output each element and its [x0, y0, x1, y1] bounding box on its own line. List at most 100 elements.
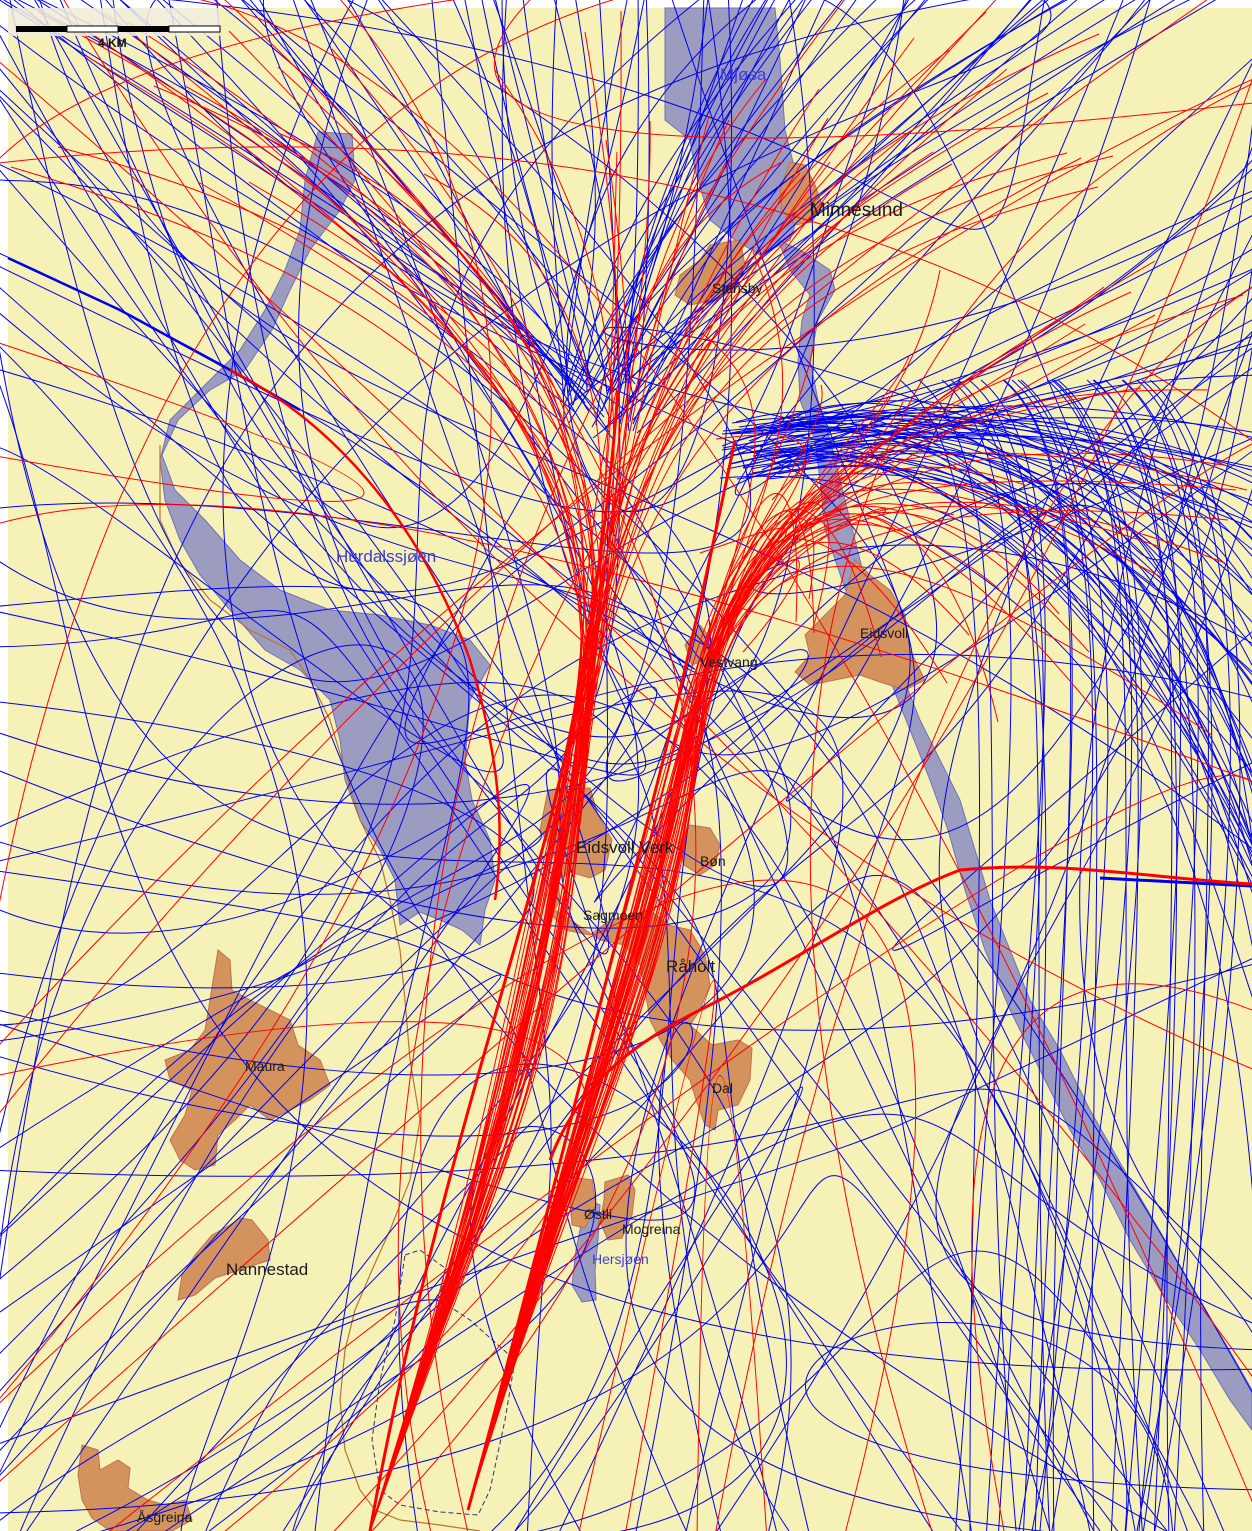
departure-track — [0, 25, 1252, 1192]
departure-track — [568, 0, 857, 424]
departure-track — [0, 68, 504, 773]
departure-track — [748, 417, 1252, 778]
departure-track — [743, 415, 1252, 471]
arrival-track — [369, 119, 730, 1531]
departure-track — [1053, 379, 1139, 1531]
label-maura: Maura — [245, 1058, 285, 1074]
arrival-track — [0, 879, 916, 1531]
departure-track — [561, 0, 596, 395]
departure-track — [1018, 379, 1109, 1531]
departure-track — [619, 0, 639, 425]
label-ostli: Østli — [584, 1206, 612, 1222]
departure-track — [950, 379, 1047, 1531]
departure-track — [736, 426, 1252, 858]
label-eidsvoll: Eidsvoll — [860, 625, 908, 641]
arrival-track — [578, 980, 716, 1531]
arrival-track — [971, 983, 1252, 1531]
departure-track — [0, 346, 308, 1531]
departure-track — [957, 379, 1051, 1531]
departure-track — [0, 784, 530, 1531]
departure-track — [100, 0, 1252, 593]
departure-track — [0, 1175, 1101, 1531]
arrival-track — [467, 541, 970, 1511]
departure-track — [0, 0, 647, 776]
departure-track — [721, 215, 1252, 461]
arrival-track — [467, 251, 784, 1511]
departure-track — [1093, 379, 1173, 1531]
departure-track — [0, 870, 687, 1531]
arrival-track — [369, 130, 912, 1531]
departure-track — [0, 0, 1052, 1135]
departure-track — [721, 433, 1252, 468]
scale-bar-segment-3 — [118, 26, 169, 32]
departure-track — [1011, 379, 1094, 1531]
arrival-track — [466, 439, 737, 1511]
departure-track — [605, 0, 1252, 782]
scale-bar-segment-1 — [16, 26, 67, 32]
departure-track — [292, 347, 1252, 1531]
departure-track — [164, 1113, 1252, 1531]
scale-bar-segment-4 — [168, 25, 221, 33]
arrival-track — [369, 169, 595, 1531]
arrival-track — [467, 505, 1090, 1511]
scale-bar-segment-2 — [66, 25, 119, 33]
departure-track — [1122, 379, 1213, 1531]
departure-track — [941, 379, 1012, 1531]
departure-track — [536, 1250, 1204, 1531]
departure-track — [731, 416, 1252, 502]
departure-track — [772, 418, 1252, 579]
departure-track — [156, 0, 640, 1531]
departure-track — [761, 446, 1252, 739]
departure-track — [298, 0, 792, 1531]
arrival-track — [420, 0, 845, 1531]
departure-track — [0, 974, 502, 1452]
departure-track — [0, 0, 970, 1281]
departure-track — [716, 123, 1252, 1531]
departure-track — [0, 287, 810, 1531]
departure-track — [3, 0, 615, 393]
arrival-track — [369, 139, 628, 1531]
arrival-track — [63, 0, 1252, 1070]
arrival-track — [369, 31, 620, 1531]
arrival-track — [0, 443, 1252, 1482]
departure-track — [0, 504, 1252, 805]
departure-track — [494, 0, 592, 382]
departure-track — [750, 319, 1252, 470]
label-nannestad: Nannestad — [226, 1260, 308, 1279]
arrival-track — [467, 323, 1086, 1511]
departure-track — [0, 1022, 722, 1531]
departure-track — [17, 0, 590, 413]
arrival-track — [0, 61, 1252, 1378]
departure-track — [636, 0, 1031, 434]
label-eidsvoll-verk: Eidsvoll Verk — [576, 838, 674, 857]
departure-track — [823, 0, 1252, 561]
arrival-track — [467, 341, 815, 1511]
departure-track — [0, 89, 696, 670]
arrival-track — [467, 538, 948, 1511]
arrival-track — [548, 865, 1252, 1161]
departure-track — [734, 343, 1252, 451]
departure-track — [0, 1299, 448, 1531]
departure-track — [770, 421, 1252, 999]
departure-track — [0, 770, 972, 1531]
departure-track — [501, 0, 572, 388]
arrival-track — [0, 1021, 588, 1531]
departure-track — [303, 0, 636, 385]
arrival-track — [368, 389, 620, 1531]
arrival-track — [0, 146, 1252, 442]
map-frame-left — [0, 0, 8, 1531]
label-mjosa: Mjøsa — [720, 65, 767, 84]
arrival-track — [369, 68, 1008, 1531]
departure-track — [213, 0, 589, 388]
departure-track — [259, 0, 1252, 841]
label-stensby: Stensby — [712, 280, 763, 296]
departure-track — [1121, 379, 1199, 1531]
departure-track — [586, 0, 796, 393]
departure-track — [1136, 379, 1231, 1531]
arrival-track — [369, 10, 622, 1531]
departure-track — [378, 0, 594, 386]
arrival-track — [467, 513, 897, 1511]
departure-track — [162, 0, 610, 433]
urban-maura — [164, 949, 331, 1171]
